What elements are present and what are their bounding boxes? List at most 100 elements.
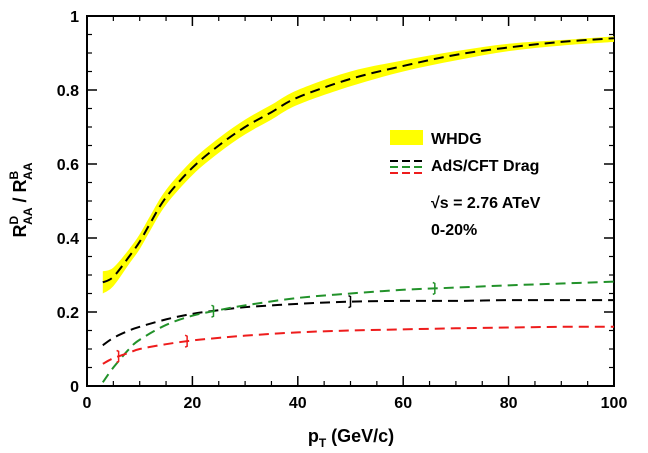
series-2-point-3: [139, 339, 141, 341]
series-0-point-2: [128, 256, 130, 258]
annotation-energy: √s = 2.76 ATeV: [431, 195, 541, 212]
series-3-point-1: [113, 357, 115, 359]
x-axis-title: pT (GeV/c): [308, 426, 394, 450]
series-2-point-11: [455, 287, 457, 289]
y-axis-title-sup1: D: [7, 216, 21, 225]
series-2-point-10: [402, 289, 404, 291]
plot-layer: [101, 36, 615, 384]
series-0-point-7: [218, 145, 220, 147]
series-3-point-9: [350, 330, 352, 332]
series-3-marker-1: [184, 334, 188, 348]
series-line-1: [102, 299, 614, 347]
annotation-centrality: 0-20%: [431, 222, 477, 239]
y-tick-label-4: 0.8: [57, 83, 79, 100]
x-tick-label-1: 20: [184, 395, 202, 412]
series-2-marker-0: [211, 304, 215, 318]
legend: WHDG AdS/CFT Drag √s = 2.76 ATeV 0-20%: [390, 130, 541, 239]
series-3-point-6: [218, 337, 220, 339]
series-1-point-11: [455, 300, 457, 302]
series-0-point-15: [561, 41, 563, 43]
series-0-point-0: [102, 282, 104, 284]
series-1-point-12: [508, 299, 510, 301]
series-2-marker-1: [432, 281, 436, 296]
series-3-point-14: [613, 326, 615, 328]
series-2-point-6: [218, 309, 220, 311]
y-tick-label-2: 0.4: [57, 231, 79, 248]
series-3-point-5: [192, 340, 194, 342]
series-3-point-4: [165, 343, 167, 345]
legend-label-whdg: WHDG: [431, 131, 482, 148]
series-3-point-13: [561, 326, 563, 328]
x-tick-label-0: 0: [83, 395, 92, 412]
series-0-point-4: [149, 222, 151, 224]
legend-label-ads: AdS/CFT Drag: [431, 158, 539, 175]
legend-swatch-whdg: [390, 130, 423, 145]
y-axis-title-r2: R: [10, 179, 30, 192]
series-3-point-11: [455, 327, 457, 329]
series-1-point-5: [192, 313, 194, 315]
series-1-marker-0: [348, 294, 352, 309]
series-0-point-11: [350, 78, 352, 80]
series-1-point-1: [113, 337, 115, 339]
series-2-point-9: [350, 293, 352, 295]
y-axis-title-sub2: AA: [21, 162, 35, 180]
x-tick-label-3: 60: [394, 395, 412, 412]
series-3-point-8: [297, 332, 299, 334]
series-line-0: [102, 37, 615, 284]
series-2-point-0: [102, 382, 104, 384]
series-1-point-8: [297, 303, 299, 305]
series-3-point-10: [402, 329, 404, 331]
series-3-point-2: [128, 352, 130, 354]
y-tick-label-0: 0: [70, 379, 79, 396]
series-3-point-12: [508, 327, 510, 329]
series-0-point-9: [271, 111, 273, 113]
x-axis-title-main: p: [308, 426, 319, 446]
series-0-point-5: [165, 197, 167, 199]
y-axis-title-r1: R: [10, 225, 30, 238]
series-2-point-5: [192, 315, 194, 317]
series-2-point-7: [244, 305, 246, 307]
series-0-point-12: [402, 65, 404, 67]
series-1-point-2: [128, 330, 130, 332]
series-2-point-14: [613, 281, 615, 283]
series-2-point-2: [128, 348, 130, 350]
series-0-point-3: [139, 241, 141, 243]
x-axis-title-rest: (GeV/c): [326, 426, 394, 446]
series-0-point-1: [113, 276, 115, 278]
y-tick-label-5: 1: [70, 9, 79, 26]
series-1-point-10: [402, 300, 404, 302]
series-0-point-14: [508, 47, 510, 49]
series-2-point-1: [113, 367, 115, 369]
y-axis-title-slash: /: [10, 192, 30, 207]
series-1-point-14: [613, 299, 615, 301]
series-2-point-8: [297, 297, 299, 299]
series-3-point-0: [102, 363, 104, 365]
series-3-point-7: [244, 335, 246, 337]
series-1-point-3: [139, 326, 141, 328]
axes-layer: 0 20 40 60 80 100 0 0.2 0.4 0.6 0.8 1: [57, 9, 628, 412]
x-tick-label-2: 40: [289, 395, 307, 412]
series-2-point-4: [165, 324, 167, 326]
x-tick-label-5: 100: [601, 395, 628, 412]
series-line-3: [102, 325, 615, 365]
series-2-point-13: [561, 283, 563, 285]
series-1-point-13: [561, 299, 563, 301]
y-axis-title: RDAA / RBAA: [7, 162, 35, 237]
series-0-point-13: [455, 54, 457, 56]
y-axis-title-sup2: B: [7, 170, 21, 179]
series-1-point-4: [165, 319, 167, 321]
series-0-point-6: [192, 167, 194, 169]
series-0-point-10: [297, 97, 299, 99]
y-axis-title-sub1: AA: [21, 207, 35, 225]
y-tick-label-3: 0.6: [57, 157, 79, 174]
x-axis-title-sub: T: [319, 436, 327, 450]
series-2-point-12: [508, 285, 510, 287]
series-3-point-3: [139, 348, 141, 350]
series-1-point-7: [244, 306, 246, 308]
series-1-point-0: [102, 345, 104, 347]
series-line-2: [101, 280, 615, 383]
y-tick-label-1: 0.2: [57, 305, 79, 322]
series-0-point-8: [244, 126, 246, 128]
series-3-marker-0: [116, 349, 120, 364]
